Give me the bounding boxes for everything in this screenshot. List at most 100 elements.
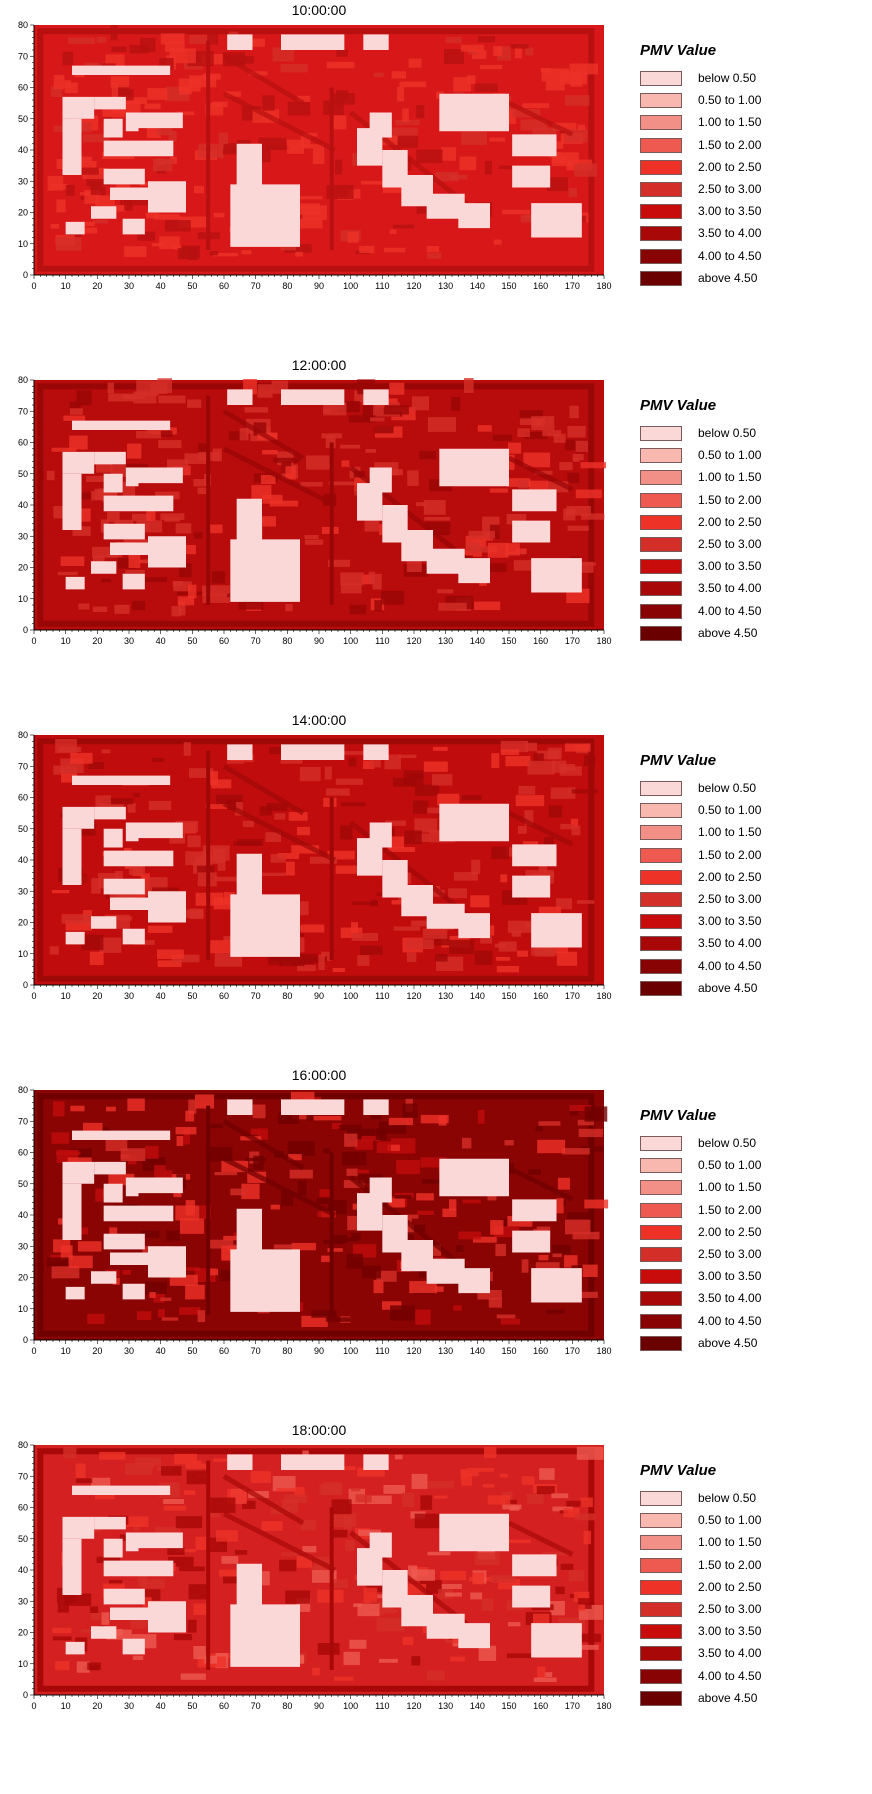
x-tick-label: 140 [470, 281, 485, 291]
pmv-patch [572, 1231, 600, 1240]
x-tick-label: 170 [565, 1701, 580, 1711]
x-tick-label: 100 [343, 281, 358, 291]
pmv-patch [531, 416, 555, 431]
pmv-patch [184, 453, 207, 465]
y-tick-label: 50 [18, 1179, 28, 1189]
pmv-patch [505, 1499, 517, 1504]
pmv-patch [301, 924, 325, 933]
pmv-patch [49, 946, 59, 955]
building-footprint [103, 1233, 145, 1250]
boundary-band [37, 1448, 595, 1692]
x-tick-label: 160 [533, 1346, 548, 1356]
pmv-patch [160, 33, 185, 45]
pmv-patch [218, 1569, 243, 1577]
pmv-patch [151, 887, 179, 895]
pmv-patch [210, 1497, 236, 1513]
pmv-patch [562, 1148, 590, 1155]
pmv-patch [491, 846, 510, 860]
pmv-patch [341, 802, 366, 807]
pmv-patch [284, 1494, 307, 1504]
pmv-legend: PMV Value below 0.50 0.50 to 1.00 1.00 to 1… [640, 397, 860, 646]
x-tick-label: 50 [187, 991, 197, 1001]
building-footprint [138, 822, 183, 839]
pmv-patch [285, 861, 295, 876]
pmv-patch [481, 1598, 494, 1612]
legend-swatch [640, 204, 682, 220]
pmv-patch [153, 214, 180, 220]
pmv-patch [327, 1248, 343, 1252]
pmv-patch [295, 203, 321, 215]
building-footprint [62, 118, 82, 175]
road-streak [222, 764, 305, 816]
building-footprint [110, 542, 148, 555]
pmv-patch [285, 466, 296, 480]
pmv-patch [575, 440, 589, 452]
pmv-patch [69, 401, 81, 409]
pmv-patch [489, 488, 509, 493]
pmv-patch [443, 49, 464, 65]
pmv-patch [336, 49, 348, 57]
pmv-patch [108, 393, 135, 402]
pmv-patch [177, 111, 195, 116]
pmv-patch [241, 250, 252, 255]
pmv-patch [68, 1255, 93, 1269]
legend-label: 1.00 to 1.50 [698, 1535, 762, 1550]
pmv-patch [179, 1218, 205, 1234]
pmv-patch [388, 1117, 413, 1126]
legend-item: 3.00 to 3.50 [640, 202, 860, 224]
pmv-patch [570, 818, 579, 829]
pmv-patch [133, 1524, 140, 1531]
pmv-patch [160, 1297, 172, 1301]
pmv-patch [101, 578, 112, 583]
pmv-patch [178, 601, 186, 616]
pmv-patch [496, 1314, 516, 1319]
x-tick-label: 10 [61, 1346, 71, 1356]
pmv-patch [135, 1457, 162, 1466]
pmv-patch [387, 847, 416, 853]
building-footprint [103, 828, 123, 848]
x-tick-label: 40 [156, 991, 166, 1001]
pmv-patch [474, 1552, 500, 1565]
pmv-patch [225, 91, 241, 97]
pmv-patch [455, 1245, 464, 1253]
pmv-patch [257, 384, 273, 398]
pmv-patch [339, 1124, 362, 1131]
pmv-patch [374, 600, 382, 612]
pmv-patch [183, 1129, 190, 1145]
pmv-patch [458, 1231, 482, 1240]
building-footprint [110, 897, 148, 910]
pmv-patch [61, 914, 90, 924]
pmv-patch [542, 430, 562, 437]
legend-label: 1.50 to 2.00 [698, 1202, 762, 1217]
building-footprint [236, 1563, 262, 1608]
pmv-legend: PMV Value below 0.50 0.50 to 1.00 1.00 to 1… [640, 1107, 860, 1356]
legend-item: 3.50 to 4.00 [640, 934, 860, 956]
legend-swatch [640, 115, 682, 131]
pmv-patch [569, 1105, 592, 1111]
legend-item: 2.00 to 2.50 [640, 868, 860, 890]
pmv-patch [394, 1454, 403, 1460]
building-footprint [281, 34, 345, 50]
building-footprint [148, 891, 186, 923]
pmv-patch [168, 1556, 194, 1567]
x-tick-label: 120 [406, 991, 421, 1001]
y-tick-label: 0 [23, 270, 28, 280]
pmv-patch [281, 1552, 299, 1557]
building-footprint [103, 118, 123, 138]
pmv-patch [244, 407, 269, 413]
pmv-patch [326, 61, 355, 69]
building-footprint [512, 1554, 557, 1577]
pmv-patch [402, 1636, 414, 1646]
pmv-patch [258, 1128, 269, 1140]
pmv-patch [536, 750, 560, 760]
legend-swatch [640, 1646, 682, 1662]
pmv-patch [109, 204, 126, 212]
pmv-patch [427, 252, 442, 259]
building-footprint [122, 928, 145, 945]
pmv-patch [185, 1463, 209, 1469]
pmv-patch [193, 479, 207, 487]
pmv-patch [349, 604, 367, 615]
pmv-patch [573, 1291, 598, 1298]
pmv-patch [487, 1195, 497, 1201]
pmv-patch [559, 462, 573, 471]
